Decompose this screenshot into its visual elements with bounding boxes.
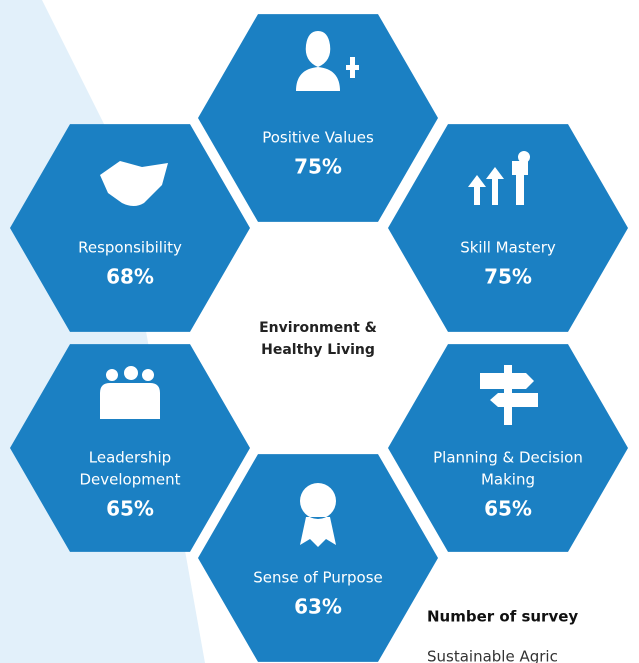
hexagon-value: 65% — [106, 497, 154, 521]
hexagon — [388, 344, 628, 552]
hexagon-value: 75% — [484, 265, 532, 289]
icon — [300, 483, 336, 547]
hexagon-value: 63% — [294, 595, 342, 619]
hexagon-value: 65% — [484, 497, 532, 521]
hexagon-label: Positive Values — [262, 129, 374, 147]
hexagon-label: Responsibility — [78, 239, 182, 257]
center-label: Environment & — [259, 320, 377, 336]
hexagon — [10, 124, 250, 332]
hexagon — [388, 124, 628, 332]
hexagon-label: Sense of Purpose — [253, 569, 383, 587]
footer-line: Sustainable Agric — [427, 648, 558, 663]
hexagon — [198, 14, 438, 222]
hexagon-label: Planning & Decision — [433, 449, 583, 467]
hexagon — [10, 344, 250, 552]
hexagon — [198, 454, 438, 662]
icon — [480, 365, 538, 425]
icon — [468, 151, 530, 205]
hexagon-value: 75% — [294, 155, 342, 179]
hexagon-label: Skill Mastery — [460, 239, 556, 257]
footer-heading: Number of survey — [427, 608, 578, 626]
icon — [100, 366, 160, 419]
icon — [100, 161, 168, 206]
hexagon-label: Leadership — [89, 449, 171, 467]
icon — [296, 31, 359, 91]
hexagon-label: Making — [481, 471, 535, 489]
hexagon-value: 68% — [106, 265, 154, 289]
center-label: Healthy Living — [261, 342, 375, 358]
hexagons: Positive Values 75% Responsibility 68% Skill… — [10, 14, 628, 662]
hexagon-label: Development — [80, 471, 181, 489]
